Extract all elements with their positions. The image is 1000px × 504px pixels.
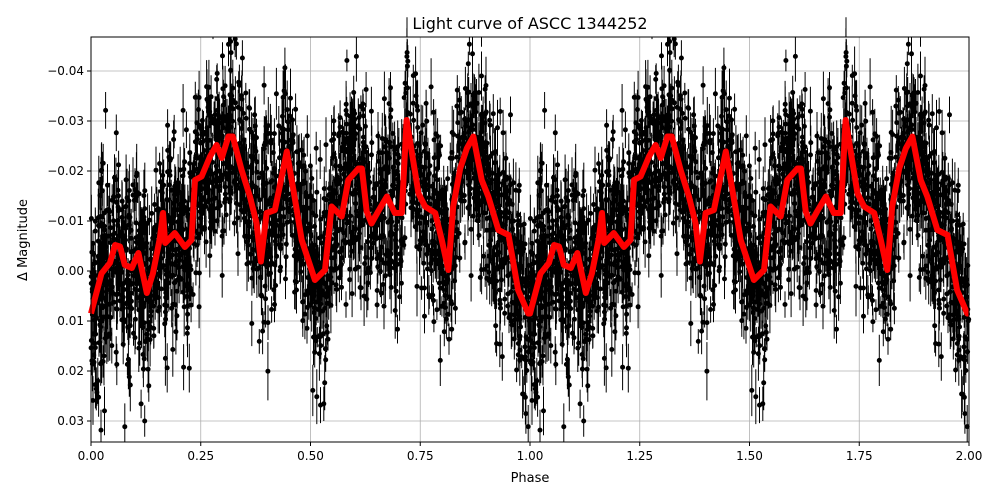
y-tick-label: 0.00 [57, 264, 84, 278]
x-tick-label: 0.00 [78, 449, 105, 463]
x-tick-label: 1.00 [517, 449, 544, 463]
x-tick-label: 0.75 [407, 449, 434, 463]
y-tick-label: −0.03 [47, 114, 84, 128]
x-tick-label: 0.25 [187, 449, 214, 463]
y-axis-ticks: −0.04 −0.03 −0.02 −0.01 0.00 0.01 0.02 0.03 [47, 64, 91, 428]
y-tick-label: −0.01 [47, 214, 84, 228]
x-tick-label: 0.50 [297, 449, 324, 463]
x-tick-label: 1.75 [846, 449, 873, 463]
y-tick-label: 0.01 [57, 314, 84, 328]
x-tick-label: 2.00 [956, 449, 983, 463]
y-axis-label: Δ Magnitude [16, 199, 31, 281]
x-tick-label: 1.25 [626, 449, 653, 463]
x-axis-ticks: 0.00 0.25 0.50 0.75 1.00 1.25 1.50 1.75 2.00 [78, 442, 983, 463]
y-tick-label: −0.04 [47, 64, 84, 78]
y-tick-label: 0.03 [57, 414, 84, 428]
chart-title: Light curve of ASCC 1344252 [412, 14, 647, 33]
binned-curve [88, 117, 971, 317]
y-tick-label: 0.02 [57, 364, 84, 378]
x-tick-label: 1.50 [736, 449, 763, 463]
x-axis-label: Phase [511, 471, 550, 486]
y-tick-label: −0.02 [47, 164, 84, 178]
